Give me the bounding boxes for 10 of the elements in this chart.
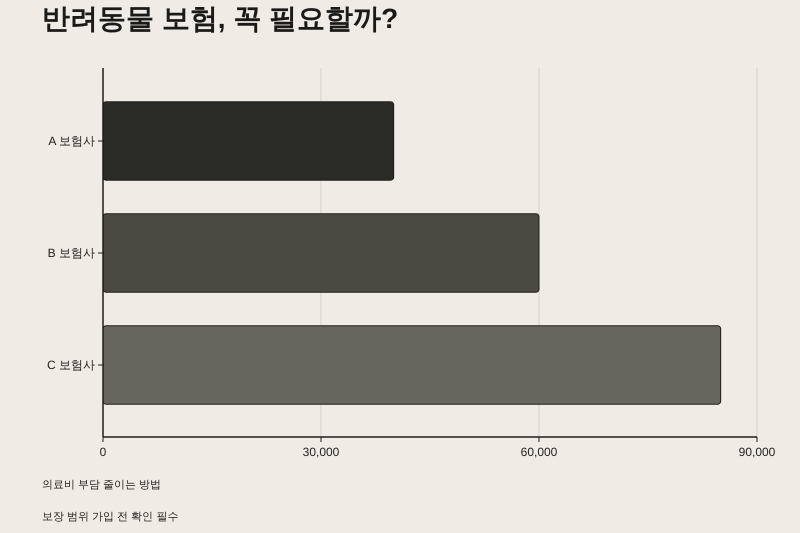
x-tick-label: 0 [100,445,107,459]
text: 보장 범위 가입 전 확인 필수 [42,511,178,523]
text: 의료비 부담 줄이는 방법 [42,479,162,491]
y-tick-label: C 보험사 [47,358,95,372]
x-tick-label: 60,000 [520,445,558,459]
chart-title: 반려동물 보험, 꼭 필요할까? [42,3,398,34]
y-tick-label: A 보험사 [48,134,95,148]
x-tick-label: 90,000 [738,445,776,459]
y-tick-label: B 보험사 [48,246,95,260]
x-tick-label: 30,000 [302,445,340,459]
